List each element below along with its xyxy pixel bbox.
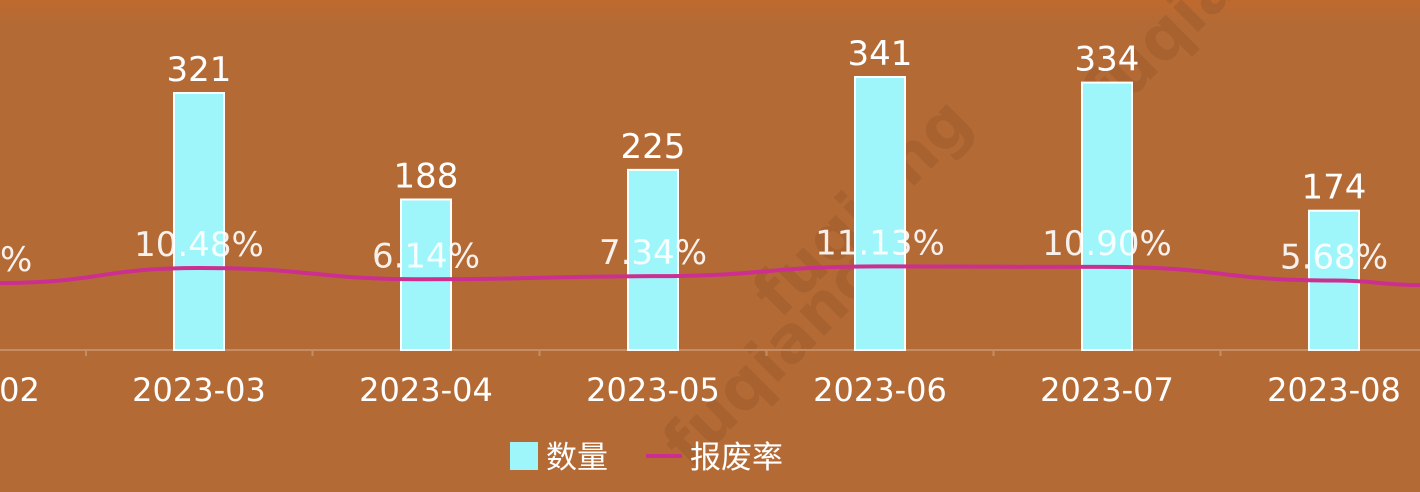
rate-value-label: %	[0, 240, 32, 280]
data-labels: 321 188 225 341 334 174% 10.48% 6.14% 7.34% 11.13…	[0, 34, 1388, 280]
x-tick-label: 2023-07	[1040, 371, 1174, 409]
bar	[627, 168, 679, 351]
bar	[854, 76, 906, 351]
x-axis-ticks: 2023-02 2023-03 2023-04 2023-05 2023-06 2023-…	[0, 371, 1401, 409]
x-tick-label: 2023-03	[132, 371, 266, 409]
x-tick-label: 2023-05	[586, 371, 720, 409]
rate-line	[0, 264, 1420, 287]
legend: 数量 报废率	[510, 440, 783, 476]
legend-bar-swatch	[510, 442, 538, 470]
x-tick-label: 2023-08	[1267, 371, 1401, 409]
bar-value-label: 174	[1302, 168, 1367, 208]
bar-value-label: 188	[394, 156, 459, 196]
legend-line-label: 报废率	[690, 440, 783, 476]
bar	[173, 92, 225, 352]
bar-value-label: 341	[848, 34, 913, 74]
bar-value-label: 334	[1075, 40, 1140, 80]
x-tick-label: 2023-04	[359, 371, 493, 409]
rate-value-label: 10.48%	[134, 225, 264, 265]
rate-value-label: 10.90%	[1042, 224, 1172, 264]
bar	[1081, 81, 1133, 352]
x-tick-label: 2023-02	[0, 371, 40, 409]
rate-value-label: 11.13%	[815, 223, 945, 263]
bar-value-label: 321	[167, 50, 232, 90]
rate-value-label: 6.14%	[372, 236, 480, 276]
bar-series	[173, 76, 1360, 352]
line-series	[0, 264, 1420, 287]
bar-value-label: 225	[621, 127, 686, 167]
watermark-layer: fuqiangfuqiangfuqiang	[649, 0, 1316, 481]
rate-value-label: 7.34%	[599, 233, 707, 273]
rate-value-label: 5.68%	[1280, 238, 1388, 278]
bar	[400, 198, 452, 351]
x-axis	[0, 349, 1420, 356]
legend-bar-label: 数量	[546, 440, 608, 476]
x-tick-label: 2023-06	[813, 371, 947, 409]
